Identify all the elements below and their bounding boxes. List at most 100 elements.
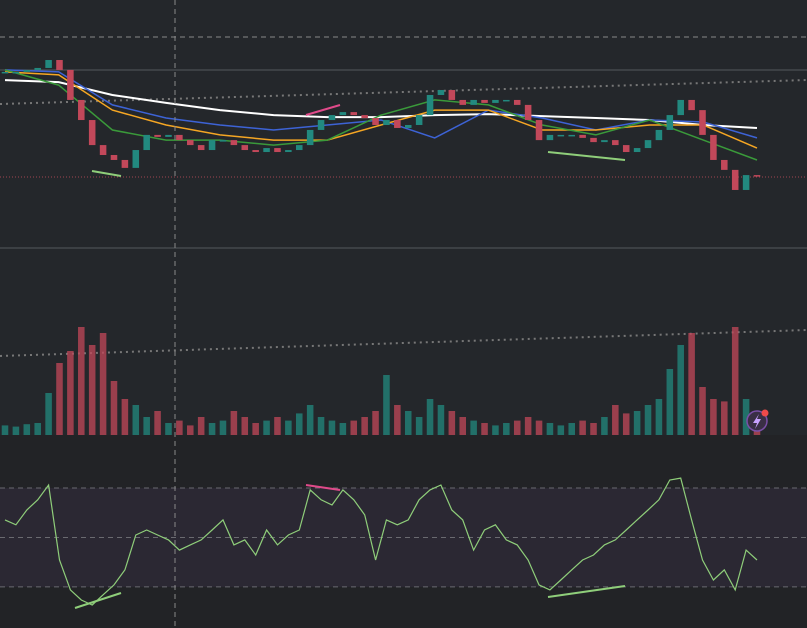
candle bbox=[524, 104, 532, 121]
volume-bar bbox=[612, 405, 619, 435]
volume-bar bbox=[45, 393, 52, 435]
candle bbox=[470, 99, 477, 105]
volume-bar bbox=[1, 425, 9, 435]
candle bbox=[644, 140, 652, 149]
moving-average bbox=[4, 79, 758, 129]
candle bbox=[655, 129, 663, 141]
candle bbox=[437, 90, 445, 95]
volume-bar bbox=[404, 411, 412, 435]
volume-bar bbox=[448, 411, 456, 435]
volume-bar bbox=[557, 425, 565, 435]
volume-bar bbox=[121, 399, 129, 435]
volume-bar bbox=[23, 424, 31, 435]
volume-bar bbox=[56, 363, 63, 435]
volume-bar bbox=[503, 423, 510, 435]
candle bbox=[404, 124, 412, 128]
volume-bar bbox=[110, 381, 118, 435]
volume-bar bbox=[742, 399, 750, 435]
volume-bar bbox=[459, 417, 467, 435]
candle bbox=[731, 169, 739, 190]
candle bbox=[579, 134, 586, 138]
candle bbox=[230, 140, 238, 146]
candle bbox=[317, 120, 325, 130]
divergence-line bbox=[91, 170, 122, 177]
volume-bar bbox=[219, 420, 227, 435]
volume-bar bbox=[415, 417, 423, 435]
volume-bar bbox=[426, 399, 434, 435]
candle bbox=[612, 140, 619, 146]
candle bbox=[568, 134, 575, 137]
volume-bar bbox=[513, 420, 521, 435]
volume-bar bbox=[481, 423, 488, 435]
volume-bar bbox=[88, 345, 96, 435]
candle bbox=[557, 134, 565, 137]
volume-bar bbox=[394, 405, 401, 435]
volume-bar bbox=[644, 405, 652, 435]
candle bbox=[688, 99, 695, 111]
volume-bar bbox=[361, 417, 368, 435]
candle bbox=[285, 150, 292, 153]
volume-bar bbox=[601, 417, 608, 435]
candle bbox=[1, 71, 9, 74]
candle bbox=[666, 115, 674, 130]
candle bbox=[88, 120, 96, 146]
candle bbox=[448, 90, 456, 100]
divergence-line bbox=[305, 484, 341, 491]
volume-bar bbox=[470, 420, 477, 435]
candle bbox=[132, 150, 140, 168]
volume-bar bbox=[187, 425, 194, 435]
candle bbox=[372, 118, 379, 125]
candle bbox=[535, 120, 543, 141]
candle bbox=[306, 129, 314, 146]
volume-bar bbox=[263, 420, 270, 435]
candle bbox=[633, 148, 641, 153]
volume-bar bbox=[295, 413, 303, 435]
volume-bar bbox=[492, 425, 499, 435]
candle bbox=[56, 60, 63, 70]
divergence-line bbox=[74, 592, 122, 609]
volume-bar bbox=[731, 327, 739, 435]
alert-badge bbox=[761, 409, 769, 417]
moving-average bbox=[4, 69, 758, 139]
volume-bar bbox=[633, 411, 641, 435]
divergence-line bbox=[547, 151, 626, 161]
candle bbox=[721, 159, 728, 170]
volume-bar bbox=[350, 420, 358, 435]
volume-bar bbox=[197, 417, 205, 435]
candle bbox=[394, 120, 401, 128]
volume-bar bbox=[677, 345, 684, 435]
alert-button[interactable] bbox=[746, 409, 769, 432]
volume-bar bbox=[622, 413, 630, 435]
candle bbox=[459, 99, 467, 105]
candle bbox=[426, 94, 434, 116]
volume-bar bbox=[285, 420, 292, 435]
candle bbox=[45, 60, 52, 68]
candle bbox=[241, 145, 249, 151]
volume-bar bbox=[721, 401, 728, 435]
candle bbox=[622, 145, 630, 153]
volume-bar bbox=[339, 423, 347, 435]
candle bbox=[350, 112, 358, 116]
candle bbox=[481, 99, 488, 103]
volume-bar bbox=[12, 426, 20, 435]
candle bbox=[753, 175, 761, 177]
volume-bar bbox=[241, 417, 249, 435]
candle bbox=[110, 155, 118, 160]
divergence-line bbox=[305, 104, 341, 116]
candle bbox=[197, 145, 205, 151]
rsi-line bbox=[4, 477, 758, 606]
volume-bar bbox=[372, 411, 379, 435]
candle bbox=[328, 115, 336, 121]
candle bbox=[546, 134, 554, 141]
volume-bar bbox=[67, 351, 74, 435]
candle bbox=[513, 99, 521, 105]
volume-bar bbox=[132, 405, 140, 435]
candle bbox=[590, 137, 597, 143]
volume-bar bbox=[274, 417, 281, 435]
candle bbox=[12, 71, 20, 74]
divergence-line bbox=[547, 585, 626, 598]
candle bbox=[187, 140, 194, 146]
trend-line bbox=[0, 79, 807, 105]
candle bbox=[415, 115, 423, 125]
